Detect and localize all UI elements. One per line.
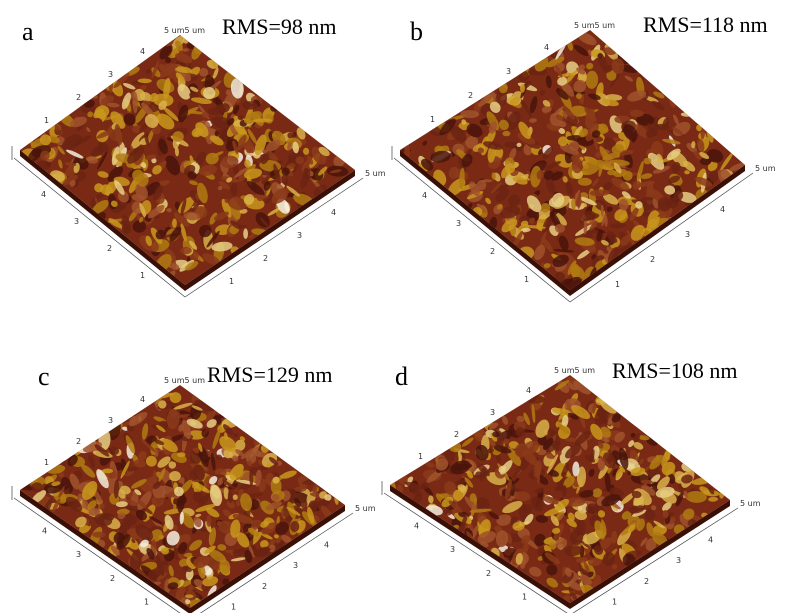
rms-label: RMS=108 nm <box>612 358 738 383</box>
grain <box>644 158 652 165</box>
top-axis-label: 5 um5 um <box>554 366 595 375</box>
top-axis-label: 5 um5 um <box>164 376 205 385</box>
tick-label: 1 <box>44 116 49 125</box>
tick-label: 1 <box>231 602 236 611</box>
figure: 1234432112345 um5 um5 umaRMS=98 nm123443… <box>0 0 800 613</box>
tick-label: 4 <box>720 205 725 214</box>
tick-label: 1 <box>615 280 620 289</box>
tick-label: 2 <box>468 91 473 100</box>
tick-label: 3 <box>108 416 113 425</box>
tick-label: 2 <box>76 93 81 102</box>
tick-label: 3 <box>490 408 495 417</box>
rms-label: RMS=129 nm <box>207 362 333 387</box>
tick-label: 2 <box>454 430 459 439</box>
tick-label: 2 <box>110 574 115 583</box>
tick-label: 3 <box>450 545 455 554</box>
grain <box>169 471 181 481</box>
tick-label: 2 <box>76 437 81 446</box>
tick-label: 3 <box>506 67 511 76</box>
tick-label: 1 <box>140 271 145 280</box>
grain <box>481 179 493 182</box>
tick-label: 3 <box>685 230 690 239</box>
tick-label: 2 <box>486 569 491 578</box>
right-axis-label: 5 um <box>740 499 761 508</box>
tick-label: 1 <box>229 277 234 286</box>
rms-label: RMS=118 nm <box>643 12 768 37</box>
tick-label: 4 <box>414 522 419 531</box>
tick-label: 3 <box>108 70 113 79</box>
tick-label: 4 <box>544 43 549 52</box>
grain <box>231 183 238 196</box>
afm-panel: 1234432112345 um5 um5 umcRMS=129 nm <box>12 362 376 613</box>
tick-label: 3 <box>76 550 81 559</box>
tick-label: 2 <box>107 244 112 253</box>
tick-label: 1 <box>524 275 529 284</box>
tick-label: 4 <box>422 191 427 200</box>
tick-label: 4 <box>140 395 145 404</box>
tick-label: 1 <box>44 458 49 467</box>
grain <box>502 131 510 136</box>
panel-letter: a <box>22 17 34 46</box>
grain <box>172 218 177 228</box>
tick-label: 1 <box>430 115 435 124</box>
tick-label: 4 <box>324 541 329 550</box>
right-axis-label: 5 um <box>355 504 376 513</box>
afm-panel: 1234432112345 um5 um5 umbRMS=118 nm <box>392 12 776 302</box>
rms-label: RMS=98 nm <box>222 14 337 39</box>
tick-label: 4 <box>331 208 336 217</box>
top-axis-label: 5 um5 um <box>574 21 615 30</box>
tick-label: 3 <box>297 231 302 240</box>
tick-label: 2 <box>263 254 268 263</box>
afm-panel: 1234432112345 um5 um5 umaRMS=98 nm <box>12 14 386 297</box>
surface-texture <box>15 391 339 611</box>
top-axis-label: 5 um5 um <box>164 26 205 35</box>
grain <box>578 178 592 186</box>
tick-label: 4 <box>526 386 531 395</box>
tick-label: 3 <box>456 219 461 228</box>
tick-label: 1 <box>144 597 149 606</box>
tick-label: 2 <box>262 582 267 591</box>
tick-label: 1 <box>418 452 423 461</box>
tick-label: 2 <box>490 247 495 256</box>
tick-label: 4 <box>140 47 145 56</box>
tick-label: 3 <box>293 561 298 570</box>
tick-label: 1 <box>522 592 527 601</box>
tick-label: 4 <box>708 536 713 545</box>
grain <box>572 158 583 174</box>
grain <box>243 228 248 239</box>
panel-letter: b <box>410 17 423 46</box>
tick-label: 1 <box>612 597 617 606</box>
tick-label: 2 <box>650 255 655 264</box>
right-axis-label: 5 um <box>755 164 776 173</box>
tick-label: 3 <box>74 217 79 226</box>
tick-label: 4 <box>41 190 46 199</box>
afm-panel: 1234432112345 um5 um5 umdRMS=108 nm <box>382 358 761 613</box>
right-axis-label: 5 um <box>365 169 386 178</box>
tick-label: 3 <box>676 556 681 565</box>
panel-letter: c <box>38 362 50 391</box>
panel-letter: d <box>395 362 408 391</box>
tick-label: 2 <box>644 577 649 586</box>
tick-label: 4 <box>42 527 47 536</box>
grain <box>185 594 194 598</box>
